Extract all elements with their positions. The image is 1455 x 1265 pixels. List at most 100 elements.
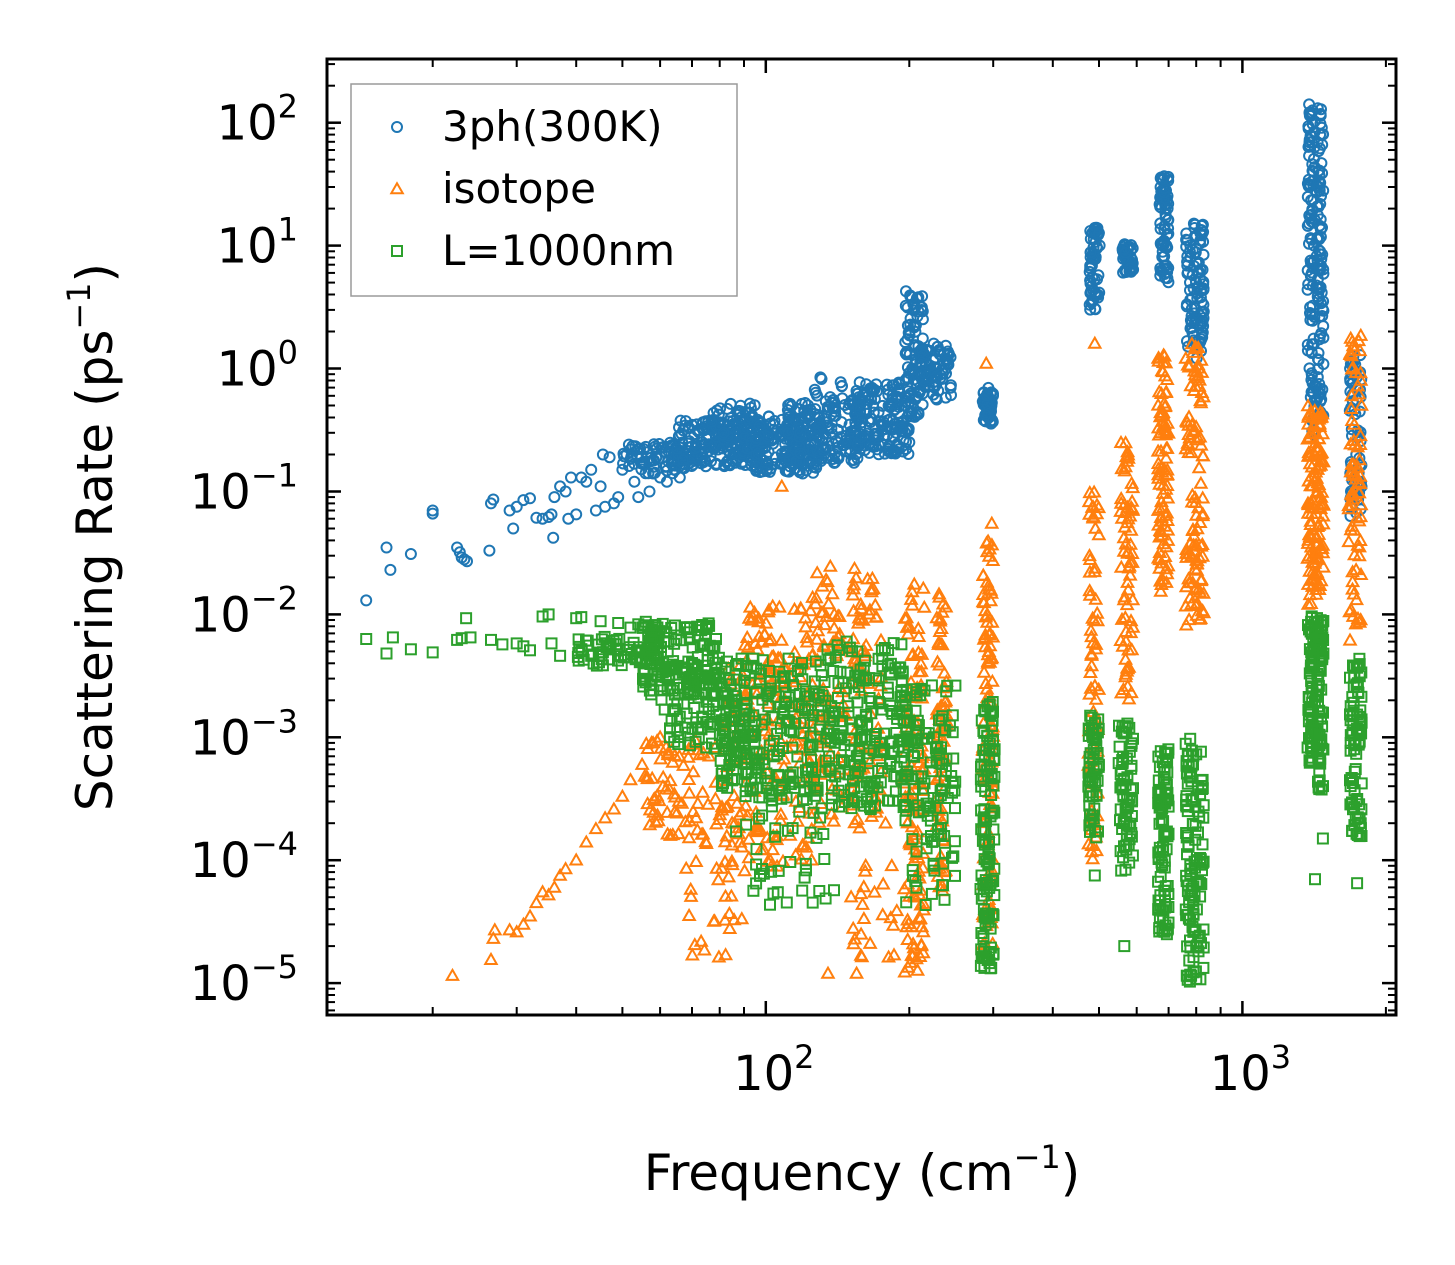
data-point bbox=[774, 687, 790, 701]
data-point bbox=[1087, 560, 1103, 574]
data-point bbox=[1087, 563, 1103, 578]
data-point bbox=[713, 708, 726, 721]
data-point bbox=[1316, 720, 1329, 733]
data-point bbox=[813, 885, 826, 897]
data-point bbox=[983, 909, 995, 922]
data-point bbox=[1353, 372, 1369, 386]
data-point bbox=[932, 611, 948, 625]
data-point bbox=[988, 806, 1001, 819]
data-point bbox=[689, 822, 705, 836]
data-point bbox=[878, 815, 894, 829]
data-point bbox=[947, 850, 960, 863]
data-point bbox=[1159, 753, 1172, 766]
data-point bbox=[932, 657, 948, 671]
data-point bbox=[1197, 278, 1210, 291]
data-point bbox=[1189, 562, 1205, 576]
data-point bbox=[938, 893, 951, 906]
data-point bbox=[515, 916, 531, 930]
data-point bbox=[977, 824, 990, 837]
data-point bbox=[1185, 522, 1201, 536]
data-point bbox=[1303, 595, 1319, 609]
data-point bbox=[785, 670, 797, 683]
data-point bbox=[522, 908, 538, 922]
data-point bbox=[1156, 536, 1172, 550]
data-point bbox=[895, 422, 908, 435]
data-point bbox=[1311, 136, 1324, 149]
data-point bbox=[849, 965, 865, 979]
data-point bbox=[975, 760, 987, 773]
data-point bbox=[913, 882, 929, 896]
data-point bbox=[899, 814, 912, 827]
data-point bbox=[1178, 598, 1194, 612]
data-point bbox=[868, 393, 881, 405]
data-point bbox=[834, 729, 846, 742]
data-point bbox=[1152, 529, 1168, 543]
data-point bbox=[1116, 530, 1132, 544]
data-point bbox=[708, 816, 724, 830]
data-point bbox=[1313, 728, 1326, 741]
data-point bbox=[1194, 853, 1207, 866]
data-point bbox=[904, 597, 920, 611]
data-point bbox=[634, 442, 647, 455]
data-point bbox=[1084, 647, 1100, 661]
data-point bbox=[917, 349, 930, 362]
data-point bbox=[815, 699, 827, 712]
data-point bbox=[1081, 547, 1097, 562]
data-point bbox=[799, 685, 812, 698]
data-point bbox=[1347, 777, 1359, 789]
data-point bbox=[700, 665, 713, 677]
data-point bbox=[874, 697, 887, 710]
data-point bbox=[426, 507, 439, 520]
data-point bbox=[944, 381, 957, 394]
data-point bbox=[734, 722, 747, 735]
data-point bbox=[704, 720, 717, 733]
data-point bbox=[524, 492, 536, 505]
data-point bbox=[1184, 487, 1200, 501]
data-point bbox=[975, 586, 991, 600]
data-point bbox=[983, 392, 996, 405]
data-point bbox=[714, 860, 730, 874]
data-point bbox=[384, 563, 397, 576]
data-point bbox=[674, 731, 687, 743]
data-point bbox=[750, 685, 763, 698]
data-point bbox=[623, 772, 639, 786]
data-point bbox=[765, 842, 781, 856]
data-point bbox=[907, 749, 920, 762]
data-point bbox=[750, 614, 766, 628]
data-point bbox=[1086, 252, 1099, 265]
data-point bbox=[870, 385, 883, 398]
data-point bbox=[517, 494, 530, 507]
data-point bbox=[721, 905, 737, 919]
data-point bbox=[623, 641, 636, 654]
data-point bbox=[861, 795, 874, 808]
data-point bbox=[1117, 774, 1130, 787]
data-point bbox=[647, 684, 660, 697]
data-point bbox=[799, 764, 812, 777]
data-point bbox=[882, 687, 894, 700]
data-point bbox=[1153, 385, 1169, 399]
data-point bbox=[1121, 558, 1137, 572]
data-point bbox=[643, 485, 656, 498]
data-point bbox=[1313, 766, 1326, 779]
data-point bbox=[1160, 825, 1173, 838]
data-point bbox=[948, 784, 961, 797]
data-point bbox=[799, 857, 812, 870]
data-point bbox=[1313, 310, 1326, 323]
data-point bbox=[688, 810, 704, 824]
data-point bbox=[912, 770, 925, 783]
data-point bbox=[546, 879, 562, 893]
data-point bbox=[802, 603, 818, 617]
data-point bbox=[1181, 417, 1197, 431]
data-point bbox=[743, 676, 756, 689]
data-point bbox=[717, 854, 733, 868]
data-point bbox=[946, 776, 959, 789]
data-point bbox=[899, 336, 912, 349]
data-point bbox=[912, 799, 925, 812]
data-point bbox=[1303, 405, 1319, 419]
data-point bbox=[1353, 736, 1366, 749]
data-point bbox=[910, 689, 923, 702]
data-point bbox=[761, 777, 774, 790]
data-point bbox=[762, 700, 775, 713]
data-point bbox=[565, 471, 577, 484]
